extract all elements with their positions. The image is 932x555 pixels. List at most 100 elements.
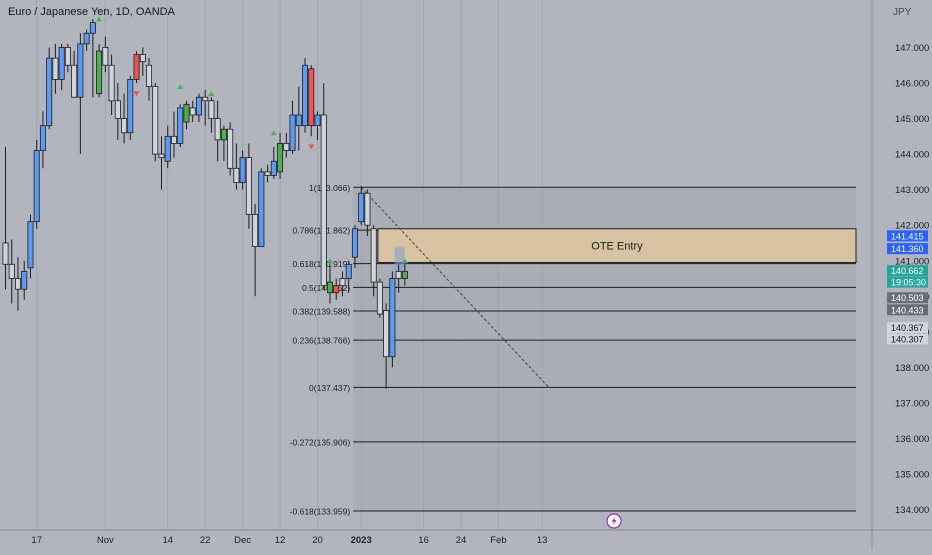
trendline-dashed [360,187,549,388]
price-axis[interactable]: 134.000135.000136.000137.000138.000139.0… [871,0,929,550]
candle-body [376,281,383,315]
arrow-down-marker [308,144,315,150]
candle-body [389,278,396,358]
fib-level-label: 0.236(138.766) [293,336,351,346]
time-tick-label: 24 [456,535,467,546]
arrow-up-marker [96,16,103,22]
lightning-icon[interactable] [606,513,622,529]
candle-body [339,278,346,287]
price-tick-label: 137.000 [895,398,929,409]
price-tag-box [887,243,928,255]
price-tag-box [887,265,928,277]
candle-body [239,157,246,183]
fib-level-label: 0.382(139.588) [293,306,351,316]
candle-body [21,271,28,290]
candle-body [252,214,259,247]
candle-body [121,118,128,134]
candle-body [64,47,71,66]
fib-level-label: -0.272(135.906) [290,437,351,447]
candle-body [220,128,227,141]
candle-body [320,114,327,287]
candle-body [52,57,59,80]
chart-title: Euro / Japanese Yen, 1D, OANDA [8,6,176,18]
candle-body [127,79,134,134]
candle-body [2,242,9,265]
candle-body [326,281,333,294]
candle-body [401,271,408,279]
candle-body [14,278,21,290]
time-tick-label: Feb [490,535,506,546]
price-tag-box [887,230,928,242]
candle-body [27,221,34,269]
time-tick-label: Nov [97,535,114,546]
price-tag-box [887,333,928,345]
candle-body [89,22,96,34]
price-tag-label: 141.360 [891,244,924,254]
price-tick-label: 135.000 [895,470,929,481]
candle-body [102,47,109,66]
trendline[interactable] [360,187,549,388]
ote-zone[interactable]: OTE Entry [377,228,857,272]
arrow-up-marker [326,258,333,264]
price-tick-label: 143.000 [895,185,929,196]
time-tick-label: 2023 [351,535,372,546]
price-tag-label: 140.367 [891,323,924,333]
candle-body [146,64,153,87]
price-tag-box [887,292,928,304]
time-axis[interactable]: 17 Nov 14 22 Dec 12 20 2023 16 24 Feb 13 [0,529,932,546]
fib-level-label: 0.5(140.252) [302,283,350,293]
candle-body [314,114,321,127]
candle-body [77,43,84,98]
candle-body [227,128,234,169]
candle-body [8,263,15,279]
price-tick-label: 134.000 [895,505,929,516]
candle-body [370,228,377,283]
price-tick-label: 138.000 [895,363,929,374]
arrow-up-marker [177,84,184,90]
candle-body [114,100,121,119]
candle-body [214,118,221,141]
candle-body [158,153,165,159]
time-tick-label: 20 [312,535,323,546]
candle-body [195,96,202,116]
arrow-up-marker [401,258,408,264]
arrow-down-marker [133,91,140,97]
candle-body [189,107,196,116]
time-tick-label: Dec [234,535,251,546]
time-tick-label: 14 [162,535,173,546]
candle-body [383,310,390,358]
candle-body [358,192,365,223]
highlight-box [394,246,405,272]
candle-body [283,143,290,151]
candle-body [245,157,252,215]
candle-body [96,50,103,95]
candle-body [202,96,209,102]
arrow-up-marker [270,130,277,136]
candle-body [208,100,215,119]
price-tag-label: 19:05:30 [891,278,926,288]
fib-level-label: 0(137.437) [309,383,350,393]
price-tag-box [887,304,928,316]
candle-body [108,64,115,102]
candle-body [351,228,358,258]
candle-body [345,263,352,279]
price-tick-label: 145.000 [895,114,929,125]
time-tick-label: 17 [31,535,42,546]
currency-label: JPY [893,7,912,18]
candle-body [264,171,271,176]
candle-body [33,150,40,223]
time-tick-label: 22 [200,535,211,546]
arrow-up-marker [208,91,215,97]
candle-body [139,54,146,63]
candle-body [58,47,65,80]
price-tag-box [887,276,928,288]
candle-body [289,114,296,151]
price-tag-label: 140.503 [891,293,924,303]
time-tick-label: 16 [418,535,429,546]
candle-body [83,32,90,45]
price-tick-label: 136.000 [895,434,929,445]
ote-box [377,228,857,264]
price-tag-box [887,322,928,334]
